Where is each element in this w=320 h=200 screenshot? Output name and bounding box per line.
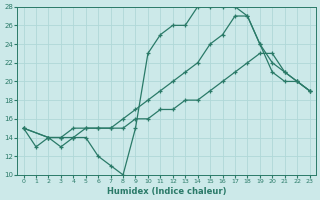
X-axis label: Humidex (Indice chaleur): Humidex (Indice chaleur) [107, 187, 226, 196]
